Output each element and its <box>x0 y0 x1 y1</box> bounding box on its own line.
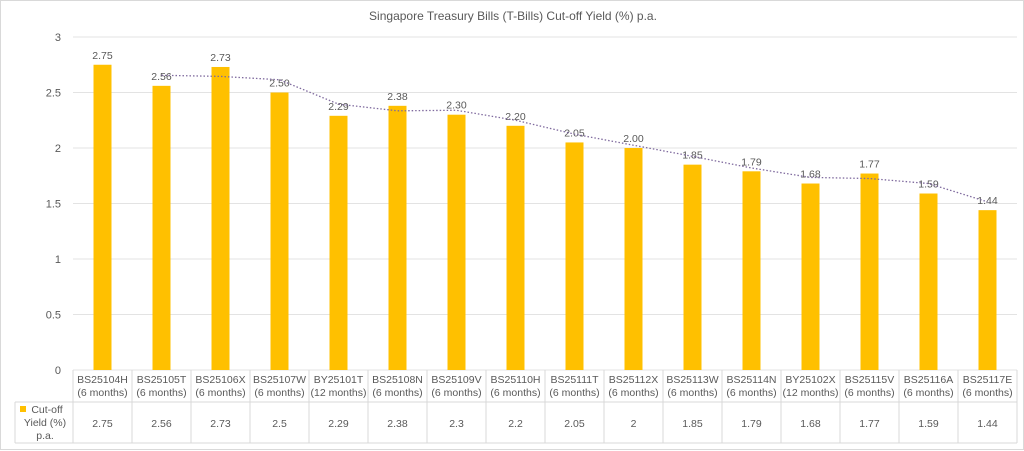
table-value: 2.3 <box>449 418 464 430</box>
y-tick-label: 1 <box>55 254 61 266</box>
data-label: 2.05 <box>564 127 585 139</box>
table-value: 2.75 <box>92 418 113 430</box>
category-sublabel: (6 months) <box>77 387 127 399</box>
data-label: 2.29 <box>328 101 349 113</box>
legend-label: Cut-off <box>31 404 62 416</box>
bar <box>447 114 466 370</box>
category-sublabel: (6 months) <box>431 387 481 399</box>
category-sublabel: (6 months) <box>726 387 776 399</box>
data-label: 2.50 <box>269 78 290 90</box>
category-sublabel: (6 months) <box>195 387 245 399</box>
bar <box>211 66 230 370</box>
y-tick-label: 0.5 <box>46 310 61 322</box>
category-label: BS25109V <box>431 374 481 386</box>
y-tick-label: 2.5 <box>46 88 61 100</box>
bar <box>152 85 171 370</box>
data-label: 2.73 <box>210 52 231 64</box>
y-tick-label: 2 <box>55 143 61 155</box>
category-label: BS25116A <box>904 374 953 386</box>
table-value: 2.56 <box>151 418 172 430</box>
category-sublabel: (6 months) <box>490 387 540 399</box>
category-label: BS25117E <box>963 374 1012 386</box>
table-value: 1.77 <box>859 418 880 430</box>
table-value: 1.79 <box>741 418 762 430</box>
y-tick-label: 3 <box>55 32 61 44</box>
data-label: 2.20 <box>505 111 526 123</box>
data-label: 2.30 <box>446 100 467 112</box>
bar <box>93 64 112 370</box>
bar <box>506 125 525 370</box>
category-label: BS25114N <box>726 374 776 386</box>
category-label: BS25104H <box>77 374 128 386</box>
y-tick-label: 1.5 <box>46 199 61 211</box>
data-label: 2.56 <box>151 71 172 83</box>
category-sublabel: (12 months) <box>782 387 838 399</box>
data-label: 1.68 <box>800 169 821 181</box>
legend-label: Yield (%) <box>24 417 66 429</box>
table-value: 2.29 <box>328 418 349 430</box>
category-label: BS25115V <box>845 374 894 386</box>
table-value: 2.05 <box>564 418 585 430</box>
category-sublabel: (12 months) <box>310 387 366 399</box>
bar <box>801 183 820 370</box>
table-value: 2.73 <box>210 418 231 430</box>
category-label: BS25108N <box>372 374 423 386</box>
trendline <box>161 74 988 203</box>
bar <box>329 115 348 370</box>
table-value: 2 <box>631 418 637 430</box>
category-sublabel: (6 months) <box>608 387 658 399</box>
table-value: 1.85 <box>682 418 703 430</box>
data-label: 1.77 <box>859 159 880 171</box>
category-sublabel: (6 months) <box>667 387 717 399</box>
category-sublabel: (6 months) <box>962 387 1012 399</box>
category-label: BS25112X <box>609 374 658 386</box>
category-sublabel: (6 months) <box>549 387 599 399</box>
category-label: BS25106X <box>195 374 245 386</box>
bar <box>742 171 761 370</box>
bar <box>270 92 289 370</box>
bar <box>624 148 643 370</box>
y-tick-label: 0 <box>55 365 61 377</box>
bar <box>565 142 584 370</box>
category-label: BS25105T <box>137 374 187 386</box>
table-value: 1.59 <box>918 418 939 430</box>
category-sublabel: (6 months) <box>372 387 422 399</box>
data-label: 1.44 <box>977 195 998 207</box>
category-sublabel: (6 months) <box>254 387 304 399</box>
bar <box>919 193 938 370</box>
category-label: BS25110H <box>490 374 540 386</box>
category-label: BY25102X <box>785 374 835 386</box>
table-value: 2.38 <box>387 418 408 430</box>
table-value: 1.44 <box>977 418 998 430</box>
data-label: 2.75 <box>92 50 113 62</box>
bar <box>978 210 997 370</box>
bar <box>683 164 702 370</box>
legend-key <box>20 406 26 412</box>
bar <box>860 173 879 370</box>
data-label: 2.38 <box>387 91 408 103</box>
data-label: 1.59 <box>918 179 939 191</box>
bar <box>388 105 407 370</box>
chart-title: Singapore Treasury Bills (T-Bills) Cut-o… <box>369 9 657 23</box>
category-label: BS25111T <box>550 374 599 386</box>
data-label: 2.00 <box>623 133 644 145</box>
category-sublabel: (6 months) <box>844 387 894 399</box>
category-sublabel: (6 months) <box>136 387 186 399</box>
category-sublabel: (6 months) <box>903 387 953 399</box>
table-value: 1.68 <box>800 418 821 430</box>
table-value: 2.5 <box>272 418 287 430</box>
data-label: 1.79 <box>741 156 762 168</box>
category-label: BS25113W <box>666 374 718 386</box>
legend-label: p.a. <box>36 430 54 442</box>
data-label: 1.85 <box>682 150 703 162</box>
category-label: BS25107W <box>253 374 306 386</box>
table-value: 2.2 <box>508 418 523 430</box>
category-label: BY25101T <box>314 374 364 386</box>
